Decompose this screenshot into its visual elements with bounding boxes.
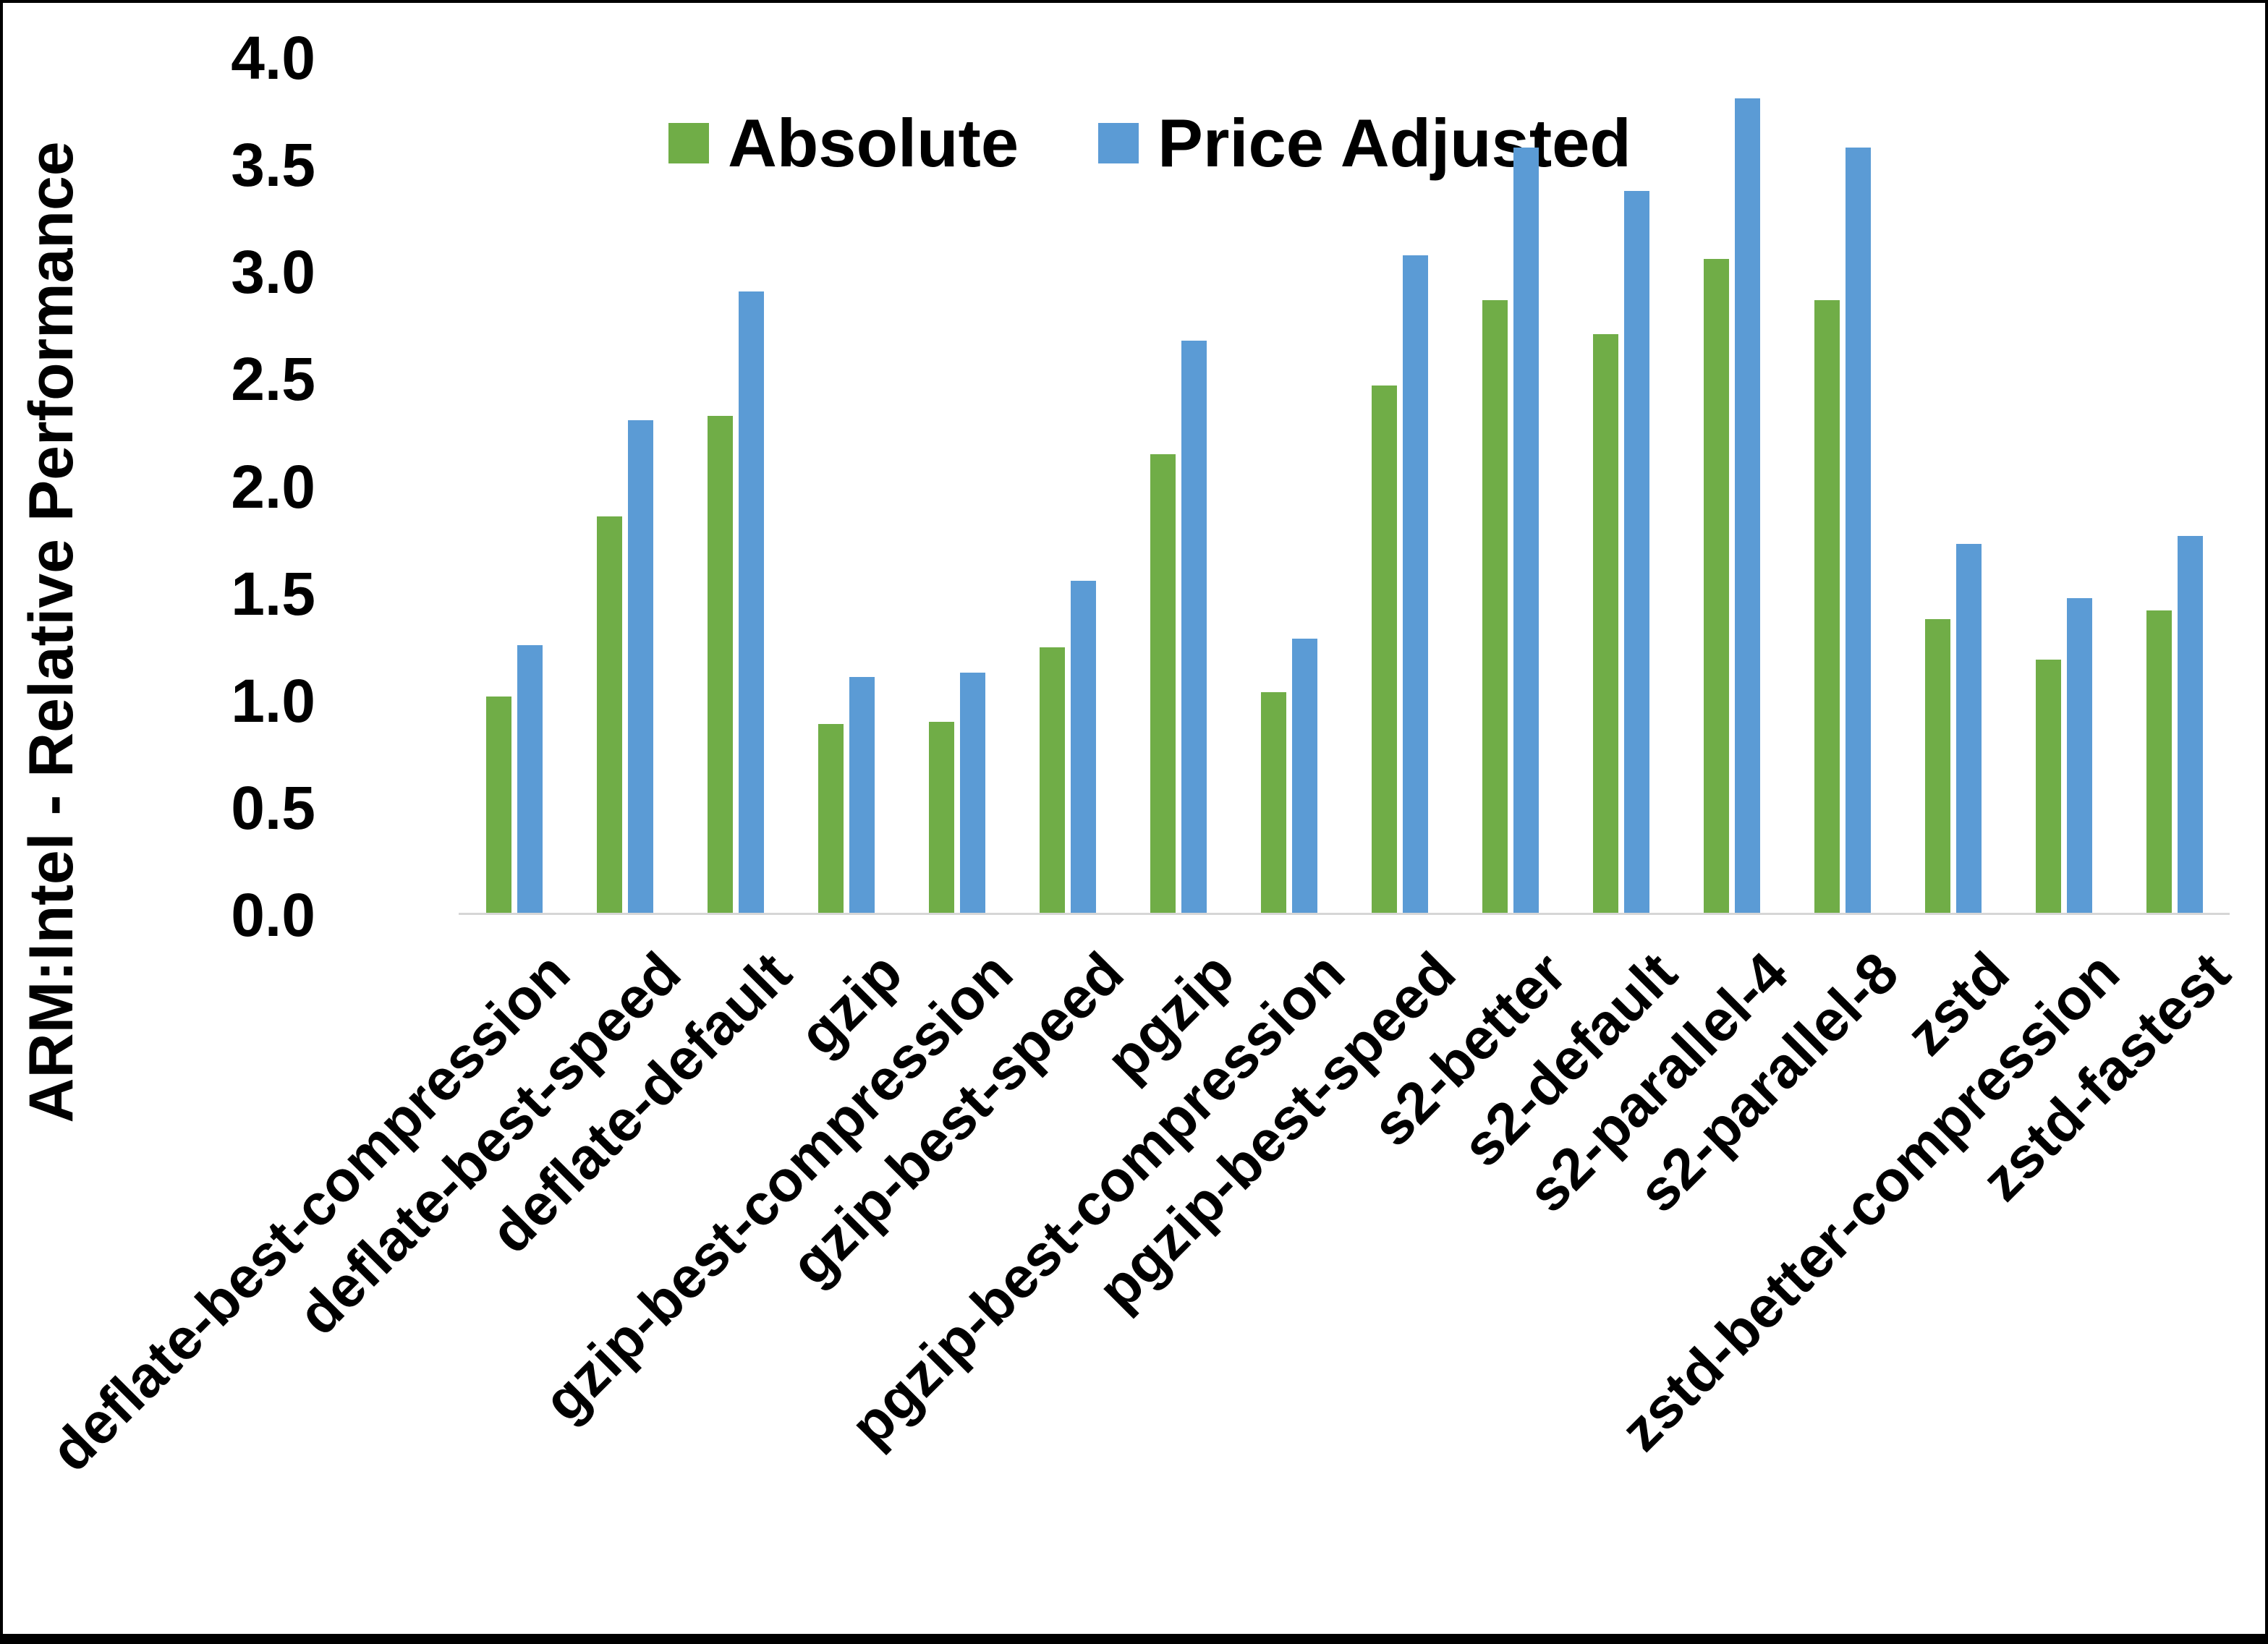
y-tick-label: 0.0 [231,881,315,949]
y-tick-label: 2.5 [231,345,315,414]
bar-price-adjusted-zstd-fastest [2177,535,2203,913]
bar-absolute-deflate-default [707,415,733,913]
y-tick-label: 1.0 [231,666,315,735]
y-tick-label: 1.5 [231,559,315,628]
bar-absolute-s2-parallel-4 [1703,259,1729,913]
bar-absolute-zstd-better-compression [2035,660,2061,913]
bar-price-adjusted-gzip-best-compression [959,673,985,913]
bar-price-adjusted-pgzip-best-compression [1291,638,1317,913]
bar-price-adjusted-deflate-best-speed [627,419,653,913]
bar-price-adjusted-gzip-best-speed [1070,580,1096,913]
bar-price-adjusted-pgzip-best-speed [1402,255,1428,913]
bar-price-adjusted-pgzip [1181,341,1207,913]
bar-price-adjusted-s2-parallel-4 [1734,98,1760,913]
bar-price-adjusted-s2-parallel-8 [1845,148,1871,913]
y-tick-label: 0.5 [231,773,315,842]
plot-area [459,58,2230,915]
bar-absolute-gzip [817,724,844,913]
legend: Absolute Price Adjusted [668,104,1631,182]
bar-absolute-gzip-best-compression [928,722,954,913]
bar-absolute-s2-default [1592,334,1618,913]
bar-absolute-pgzip [1150,454,1176,913]
legend-item-absolute: Absolute [668,104,1019,182]
bar-price-adjusted-deflate-best-compression [517,644,543,913]
y-tick-label: 3.0 [231,238,315,307]
bar-price-adjusted-gzip [849,677,875,913]
bar-absolute-pgzip-best-speed [1371,386,1397,913]
y-tick-label: 3.5 [231,131,315,200]
legend-label-price-adjusted: Price Adjusted [1158,105,1631,181]
y-tick-label: 2.0 [231,452,315,521]
y-axis-title: ARM:Intel - Relative Performance [17,141,86,1123]
bar-price-adjusted-s2-better [1513,148,1539,913]
bar-price-adjusted-deflate-default [738,291,764,913]
bar-absolute-pgzip-best-compression [1260,691,1286,913]
legend-item-price-adjusted: Price Adjusted [1098,104,1631,182]
bar-absolute-gzip-best-speed [1039,647,1065,913]
bar-absolute-deflate-best-compression [485,696,511,913]
legend-label-absolute: Absolute [728,105,1019,181]
y-tick-label: 4.0 [231,24,315,92]
bar-absolute-zstd-fastest [2146,610,2172,913]
bar-absolute-s2-parallel-8 [1814,299,1840,913]
bar-absolute-zstd [1924,619,1950,913]
legend-swatch-absolute-icon [668,123,709,163]
bar-price-adjusted-zstd [1955,544,1982,913]
bar-absolute-deflate-best-speed [596,516,622,913]
bar-price-adjusted-s2-default [1623,190,1649,913]
bar-price-adjusted-zstd-better-compression [2066,597,2092,913]
legend-swatch-price-adjusted-icon [1098,123,1139,163]
bar-absolute-s2-better [1482,299,1508,913]
